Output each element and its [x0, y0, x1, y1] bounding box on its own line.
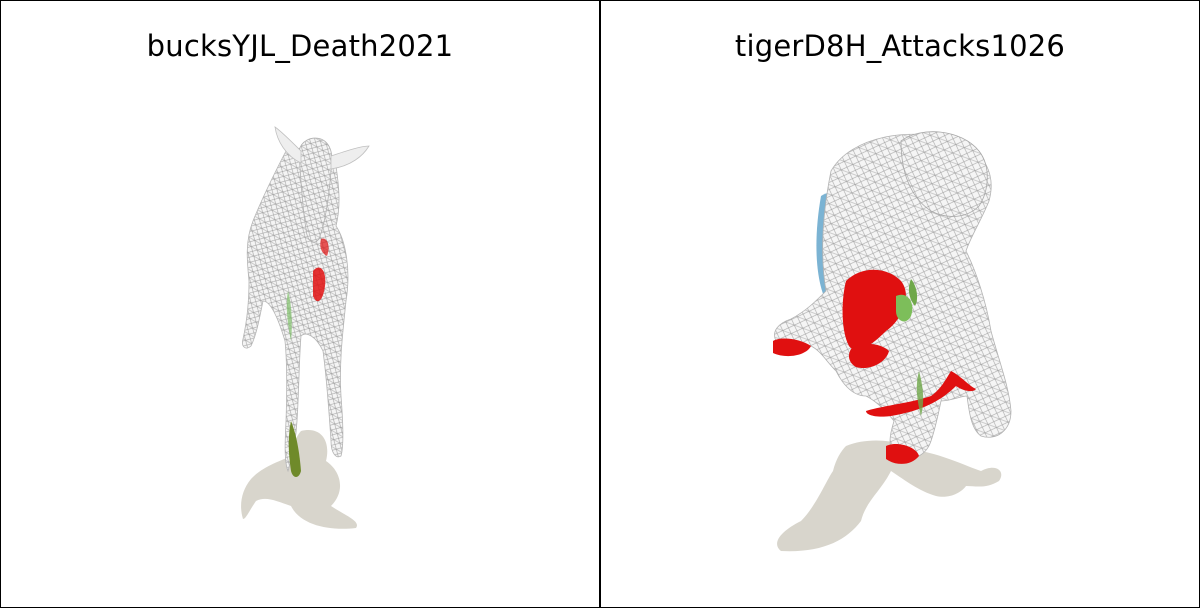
deer-render: [241, 126, 370, 529]
panel-left[interactable]: bucksYJL_Death2021: [0, 0, 600, 608]
panel-right[interactable]: tigerD8H_Attacks1026: [600, 0, 1200, 608]
deer-head: [298, 137, 333, 243]
tiger-render: [773, 131, 1012, 552]
panel-title-left: bucksYJL_Death2021: [146, 29, 454, 63]
deer-body: [242, 147, 349, 473]
tiger-shadow: [777, 440, 1002, 552]
tiger-red-region: [842, 269, 906, 351]
deer-shadow: [241, 430, 357, 529]
panel-title-right: tigerD8H_Attacks1026: [734, 29, 1066, 63]
tiger-head: [900, 131, 988, 217]
